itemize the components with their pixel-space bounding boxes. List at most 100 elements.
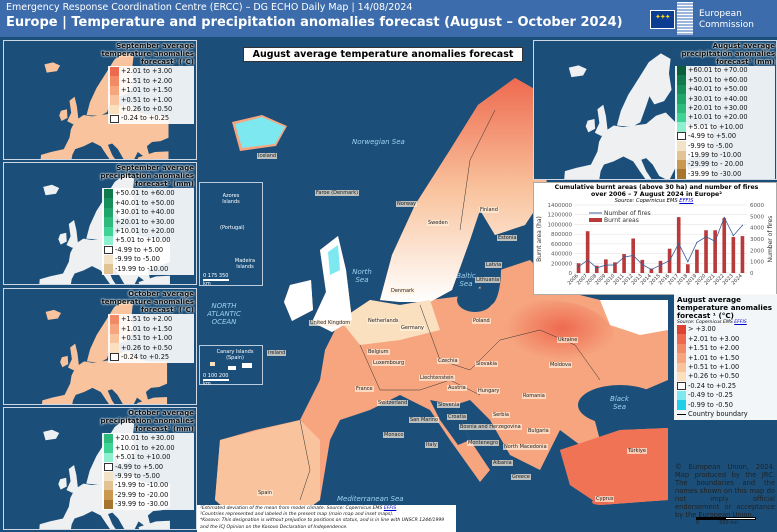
legend-swatch <box>104 207 113 218</box>
country-label: Italy <box>425 442 438 448</box>
country-label: Poland <box>472 318 491 324</box>
country-label: Faroe (Denmark) <box>315 190 360 196</box>
country-label: Albania <box>492 460 513 466</box>
legend-item: +2.01 to +3.00 <box>677 334 774 344</box>
legend-item: +1.51 to +2.00 <box>677 343 774 354</box>
country-label: Netherlands <box>367 318 400 324</box>
y-tick-label: 1200000 <box>548 213 573 219</box>
september-temperature-map[interactable]: September average temperature anomalies … <box>3 40 197 160</box>
legend-label: -9.99 to -5.00 <box>115 471 160 480</box>
y-tick-label: 400000 <box>551 252 572 258</box>
legend-label: +0.26 to +0.50 <box>121 343 173 352</box>
legend-label: +0.51 to +1.00 <box>121 334 173 343</box>
october-temperature-map[interactable]: October average temperature anomalies fo… <box>3 288 197 405</box>
october-precipitation-map[interactable]: October average precipitation anomalies … <box>3 407 197 530</box>
legend-item: -0.24 to +0.25 <box>110 353 192 362</box>
legend-item: +40.01 to +50.00 <box>677 84 773 95</box>
eu-flag-icon: ✦✦✦ <box>650 10 675 29</box>
legend-label: +40.01 to +50.00 <box>688 85 748 94</box>
legend-label: +0.51 to +1.00 <box>688 362 740 371</box>
effis-link[interactable]: EFFIS <box>734 320 747 325</box>
september-precipitation-map[interactable]: September average precipitation anomalie… <box>3 162 197 285</box>
legend-swatch <box>677 122 686 132</box>
effis-link[interactable]: EFFIS <box>679 198 694 204</box>
legend-swatch <box>110 114 119 123</box>
footnotes: ¹Estimated deviation of the mean from mo… <box>197 505 456 532</box>
legend-item: +1.51 to +2.00 <box>110 315 192 325</box>
legend-label: -0.24 to +0.25 <box>688 381 737 390</box>
legend-item: +5.01 to +10.00 <box>104 235 192 246</box>
september-precipitation-legend: September average precipitation anomalie… <box>100 164 194 275</box>
legend-label: +1.51 to +2.00 <box>688 344 740 353</box>
inset-label: Canary Islands (Spain) <box>216 349 254 361</box>
legend-item: > +3.00 <box>677 325 774 335</box>
bar-2021 <box>713 230 717 273</box>
building-icon <box>677 2 693 35</box>
y-tick-label: 200000 <box>551 261 572 267</box>
country-label: Denmark <box>390 288 415 294</box>
legend-swatch <box>110 104 119 114</box>
legend-item: -0.24 to +0.25 <box>110 114 192 123</box>
legend-item: +60.01 to +70.00 <box>677 66 773 76</box>
country-label: Austria <box>447 385 467 391</box>
country-label: Slovenia <box>437 402 461 408</box>
legend-item: +0.26 to +0.50 <box>110 104 192 114</box>
legend-label: +0.26 to +0.50 <box>688 372 740 381</box>
effis-link[interactable]: EFFIS <box>383 506 397 511</box>
country-label: Spain <box>257 490 273 496</box>
azores-madeira-inset[interactable]: Azores Islands (Portugal) Madeira Island… <box>199 182 263 287</box>
legend-item: -9.99 to -5.00 <box>104 471 192 481</box>
legend-item: -9.99 to -5.00 <box>104 254 192 265</box>
country-label: Bulgaria <box>527 428 550 434</box>
legend-label: +50.01 to +60.00 <box>115 189 175 198</box>
country-label: San Marino <box>409 417 440 423</box>
sea-label: North Sea <box>352 268 372 284</box>
country-label: Ukraine <box>557 337 579 343</box>
bar-2010 <box>613 262 617 273</box>
country-label: Lithuania <box>475 277 501 283</box>
chart-title: Cumulative burnt areas (above 30 ha) and… <box>554 184 759 198</box>
legend-swatch <box>677 371 686 382</box>
country-label: Montenegro <box>467 440 500 446</box>
legend-title: August average temperature anomalies for… <box>677 295 773 320</box>
fires-point-2009 <box>605 264 607 266</box>
legend-item: -4.99 to +5.00 <box>104 245 192 255</box>
legend-swatch <box>104 254 113 265</box>
fires-point-2007 <box>587 259 589 261</box>
legend-swatch <box>104 264 113 274</box>
legend-label: +10.01 to +20.00 <box>115 443 175 452</box>
inset-label: Madeira Islands <box>234 258 256 270</box>
fires-point-2014 <box>650 269 652 271</box>
legend-label: +0.26 to +0.50 <box>121 104 173 113</box>
legend-label: +5.01 to +10.00 <box>115 453 171 462</box>
legend-swatch <box>677 112 686 123</box>
fires-point-2021 <box>714 240 716 242</box>
legend-swatch <box>677 159 686 170</box>
sea-label: Norwegian Sea <box>352 138 405 146</box>
legend-label: -4.99 to +5.00 <box>688 132 737 141</box>
country-label: Croatia <box>447 414 467 420</box>
legend-label: Country boundary <box>688 409 748 418</box>
x-tick-label: 2024 <box>731 273 744 286</box>
legend-label: -0.99 to -0.50 <box>688 400 733 409</box>
legend-item: +0.51 to +1.00 <box>110 333 192 344</box>
y-right-tick-label: 2000 <box>750 248 764 254</box>
august-precipitation-map[interactable]: August average precipitation anomalies f… <box>533 40 777 180</box>
country-label: Slovakia <box>475 361 498 367</box>
legend-swatch <box>677 84 686 95</box>
fires-point-2017 <box>678 242 680 245</box>
bar-2015 <box>658 260 663 273</box>
legend-label: -9.99 to -5.00 <box>688 141 733 150</box>
legend-label: +20.01 to +30.00 <box>115 434 175 443</box>
bar-2024 <box>740 236 745 273</box>
country-label: Liechtenstein <box>419 375 455 381</box>
october-temperature-legend: October average temperature anomalies fo… <box>101 290 194 363</box>
logo-text: Commission <box>699 20 754 30</box>
legend-swatch <box>677 132 686 141</box>
sea-label: Black Sea <box>610 395 629 411</box>
bar-2007 <box>585 231 590 273</box>
legend-swatch <box>104 226 113 236</box>
legend-item: +30.01 to +40.00 <box>104 207 192 218</box>
canary-islands-inset[interactable]: Canary Islands (Spain) 0 100 200 km <box>199 345 263 387</box>
y-tick-label: 800000 <box>551 232 572 238</box>
